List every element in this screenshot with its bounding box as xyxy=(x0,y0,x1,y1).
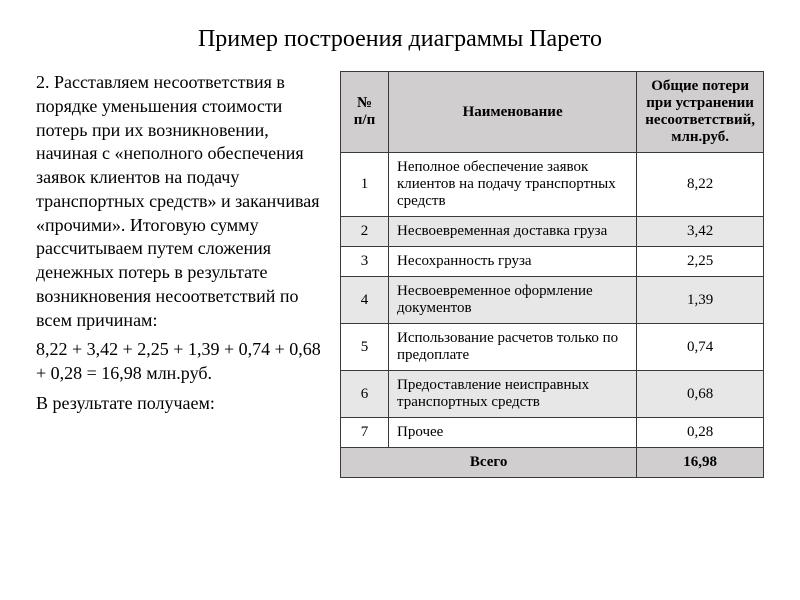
paragraph-1: 2. Расставляем несоответствия в порядке … xyxy=(36,71,332,332)
cell-value: 0,68 xyxy=(637,371,764,418)
paragraph-3: В результате получаем: xyxy=(36,392,332,416)
cell-num: 7 xyxy=(341,418,389,448)
table-header-row: № п/п Наименование Общие потери при устр… xyxy=(341,72,764,153)
cell-value: 0,74 xyxy=(637,324,764,371)
cell-name: Предоставление неисправных транспортных … xyxy=(389,371,637,418)
cell-name: Использование расчетов только по предопл… xyxy=(389,324,637,371)
table-row: 6 Предоставление неисправных транспортны… xyxy=(341,371,764,418)
table-row: 2 Несвоевременная доставка груза 3,42 xyxy=(341,217,764,247)
table-footer-row: Всего 16,98 xyxy=(341,448,764,478)
table-row: 3 Несохранность груза 2,25 xyxy=(341,247,764,277)
cell-num: 6 xyxy=(341,371,389,418)
table-column: № п/п Наименование Общие потери при устр… xyxy=(340,71,764,478)
paragraph-2: 8,22 + 3,42 + 2,25 + 1,39 + 0,74 + 0,68 … xyxy=(36,338,332,386)
table-row: 5 Использование расчетов только по предо… xyxy=(341,324,764,371)
cell-value: 0,28 xyxy=(637,418,764,448)
cell-name: Прочее xyxy=(389,418,637,448)
cell-num: 2 xyxy=(341,217,389,247)
description-column: 2. Расставляем несоответствия в порядке … xyxy=(36,71,332,422)
cell-name: Несвоевременная доставка груза xyxy=(389,217,637,247)
table-row: 1 Неполное обеспечение заявок клиентов н… xyxy=(341,153,764,217)
slide-page: Пример построения диаграммы Парето 2. Ра… xyxy=(0,0,800,600)
cell-num: 1 xyxy=(341,153,389,217)
cell-num: 3 xyxy=(341,247,389,277)
cell-num: 4 xyxy=(341,277,389,324)
footer-value: 16,98 xyxy=(637,448,764,478)
col-header-num: № п/п xyxy=(341,72,389,153)
cell-name: Неполное обеспечение заявок клиентов на … xyxy=(389,153,637,217)
cell-value: 3,42 xyxy=(637,217,764,247)
cell-name: Несохранность груза xyxy=(389,247,637,277)
pareto-table: № п/п Наименование Общие потери при устр… xyxy=(340,71,764,478)
cell-name: Несвоевременное оформление документов xyxy=(389,277,637,324)
cell-num: 5 xyxy=(341,324,389,371)
footer-label: Всего xyxy=(341,448,637,478)
page-title: Пример построения диаграммы Парето xyxy=(36,26,764,53)
col-header-value: Общие потери при устранении несоответств… xyxy=(637,72,764,153)
table-row: 4 Несвоевременное оформление документов … xyxy=(341,277,764,324)
cell-value: 8,22 xyxy=(637,153,764,217)
table-row: 7 Прочее 0,28 xyxy=(341,418,764,448)
cell-value: 2,25 xyxy=(637,247,764,277)
content-row: 2. Расставляем несоответствия в порядке … xyxy=(36,71,764,478)
cell-value: 1,39 xyxy=(637,277,764,324)
col-header-name: Наименование xyxy=(389,72,637,153)
